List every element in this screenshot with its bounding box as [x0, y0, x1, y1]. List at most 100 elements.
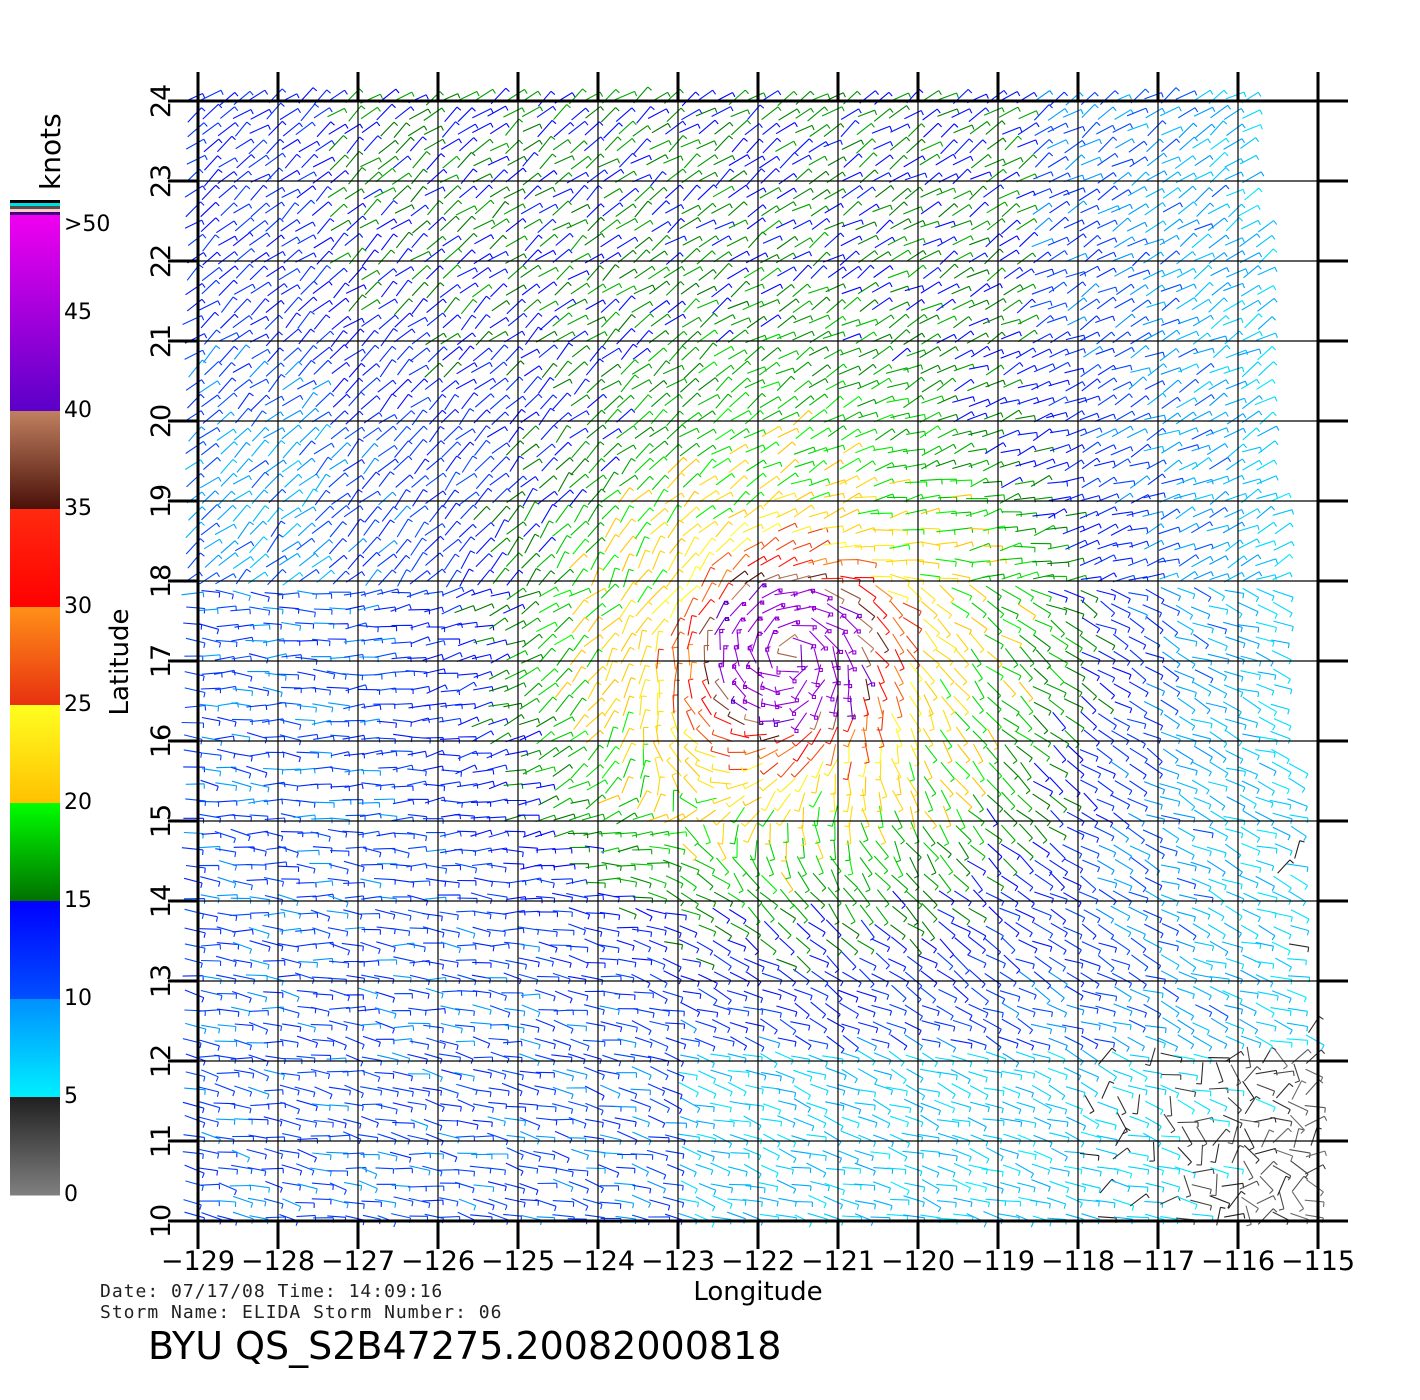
- wind-vector: [871, 1114, 891, 1129]
- wind-vector: [1080, 875, 1097, 894]
- wind-vector: [187, 233, 207, 247]
- wind-vector: [743, 429, 767, 439]
- wind-vector: [1272, 1165, 1292, 1181]
- wind-vector: [249, 124, 271, 134]
- wind-vector: [890, 123, 911, 133]
- wind-vector: [326, 1037, 347, 1051]
- wind-vector: [423, 783, 446, 792]
- wind-vector: [907, 123, 926, 137]
- wind-vector: [793, 792, 806, 812]
- wind-vector: [633, 939, 652, 953]
- wind-vector: [919, 153, 941, 166]
- wind-vector: [408, 608, 431, 615]
- wind-vector: [1226, 891, 1245, 904]
- wind-vector: [777, 1037, 797, 1047]
- wind-vector: [295, 718, 316, 726]
- wind-vector: [425, 490, 447, 505]
- wind-vector: [1097, 954, 1115, 973]
- wind-vector: [266, 1102, 286, 1109]
- wind-vector: [454, 1024, 476, 1032]
- wind-vector: [696, 428, 717, 440]
- wind-vector: [232, 590, 251, 601]
- wind-vector: [1191, 1184, 1212, 1195]
- wind-vector: [408, 989, 430, 999]
- wind-vector: [857, 616, 873, 634]
- wind-vector: [348, 391, 366, 407]
- wind-vector: [843, 741, 850, 764]
- wind-vector: [279, 640, 301, 646]
- wind-vector: [728, 154, 751, 166]
- wind-vector: [361, 1115, 379, 1128]
- wind-vector: [685, 709, 695, 731]
- wind-vector: [494, 519, 510, 538]
- wind-vector: [1146, 682, 1166, 697]
- wind-vector: [1225, 91, 1247, 100]
- wind-vector: [1111, 761, 1129, 779]
- wind-vector: [796, 346, 815, 361]
- wind-vector: [777, 427, 800, 438]
- wind-vector: [874, 236, 896, 249]
- wind-vector: [524, 393, 543, 408]
- wind-vector: [942, 805, 952, 828]
- wind-vector: [216, 942, 240, 950]
- wind-vector: [1079, 265, 1101, 277]
- wind-vector: [184, 927, 206, 938]
- wind-vector: [217, 912, 238, 921]
- wind-vector: [1003, 761, 1019, 780]
- wind-vector: [197, 864, 220, 871]
- wind-vector: [1176, 1196, 1198, 1210]
- wind-vector: [490, 218, 510, 230]
- wind-vector: [808, 1039, 829, 1050]
- wind-vector: [328, 135, 348, 152]
- wind-vector: [535, 1117, 558, 1126]
- wind-vector: [825, 1067, 847, 1081]
- wind-vector: [599, 958, 619, 965]
- wind-vector: [920, 364, 941, 374]
- wind-vector: [455, 472, 478, 486]
- wind-vector: [187, 107, 206, 123]
- wind-vector: [445, 455, 462, 472]
- wind-vector: [775, 122, 798, 135]
- wind-vector: [970, 283, 991, 298]
- wind-vector: [250, 202, 271, 218]
- wind-vector: [813, 648, 823, 673]
- wind-vector: [443, 361, 462, 378]
- wind-vector: [364, 171, 383, 185]
- wind-vector: [443, 200, 463, 215]
- wind-vector: [873, 1199, 893, 1211]
- wind-vector: [281, 236, 301, 247]
- wind-vector: [760, 267, 782, 282]
- wind-vector: [680, 875, 697, 892]
- wind-vector: [296, 185, 317, 199]
- wind-vector: [475, 537, 496, 555]
- wind-vector: [1064, 730, 1080, 749]
- wind-vector: [390, 603, 412, 612]
- wind-vector: [249, 940, 271, 952]
- wind-vector: [745, 1069, 767, 1081]
- wind-vector: [186, 264, 204, 281]
- wind-vector: [250, 184, 268, 201]
- wind-vector: [297, 590, 318, 600]
- wind-vector: [742, 778, 764, 790]
- wind-vector: [906, 1068, 924, 1083]
- wind-vector: [248, 460, 270, 473]
- wind-vector: [968, 1003, 989, 1018]
- wind-vector: [1048, 826, 1067, 841]
- wind-vector: [999, 990, 1021, 1002]
- wind-vector: [1160, 954, 1180, 970]
- wind-vector: [1273, 875, 1292, 893]
- wind-vector: [1290, 925, 1310, 936]
- wind-vector: [1271, 748, 1290, 765]
- wind-vector: [942, 709, 952, 733]
- wind-vector: [857, 940, 875, 955]
- wind-vector: [538, 746, 560, 761]
- wind-vector: [328, 123, 349, 135]
- wind-vector: [710, 1162, 731, 1177]
- wind-vector: [278, 169, 301, 183]
- wind-vector: [821, 1055, 844, 1065]
- wind-vector: [1238, 508, 1261, 520]
- wind-vector: [569, 846, 590, 853]
- wind-vector: [924, 791, 934, 813]
- wind-vector: [871, 988, 890, 1000]
- wind-vector: [265, 751, 285, 758]
